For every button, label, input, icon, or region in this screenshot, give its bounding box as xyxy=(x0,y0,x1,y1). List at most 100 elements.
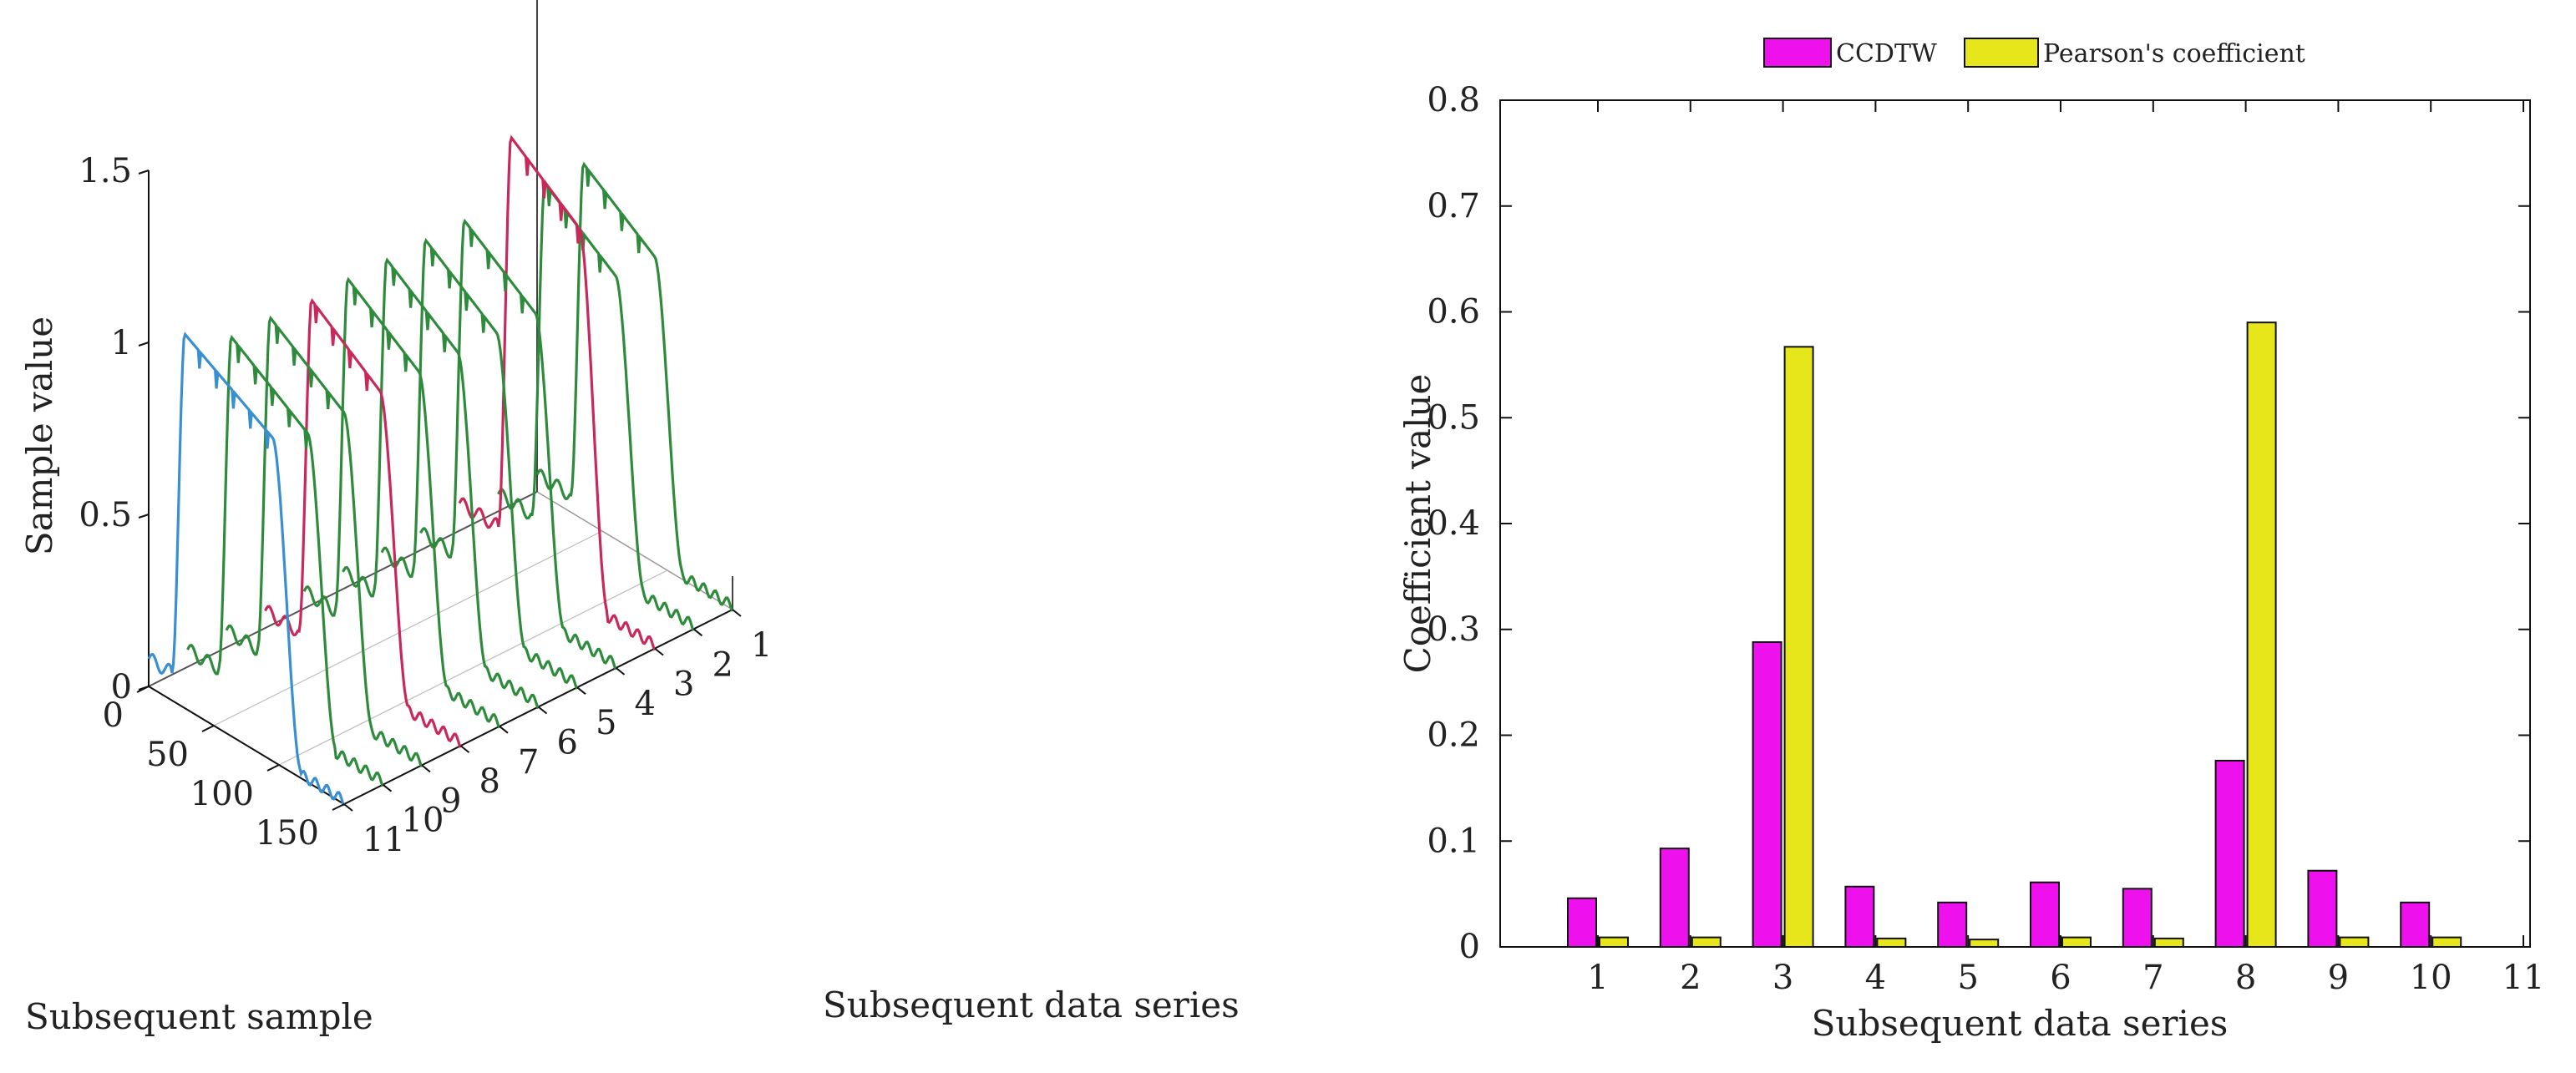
bar-ccdtw-1 xyxy=(1567,897,1597,948)
series-tick-label: 6 xyxy=(557,724,578,762)
y-tick-label: 0.8 xyxy=(1427,81,1480,119)
x-tick-label: 5 xyxy=(1957,959,1978,997)
z-axis-label: Sample value xyxy=(19,316,60,555)
series-lines xyxy=(147,134,734,807)
series-line-7 xyxy=(302,276,501,729)
series-tick-mark xyxy=(732,609,742,617)
sample-tick-mark xyxy=(136,686,150,693)
y-tick-label: 0.2 xyxy=(1427,716,1480,755)
bar-pearson-6 xyxy=(2061,936,2092,949)
series-line-1 xyxy=(535,161,734,612)
floor-grid-line xyxy=(213,530,603,726)
series-tick-mark xyxy=(537,706,548,715)
bar-ccdtw-5 xyxy=(1937,901,1968,949)
bar-ccdtw-3 xyxy=(1752,640,1782,949)
bar-ccdtw-10 xyxy=(2400,901,2431,949)
series-axis-label: Subsequent data series xyxy=(823,984,1240,1025)
bar-pearson-2 xyxy=(1691,936,1722,949)
legend-label-pearson: Pearson's coefficient xyxy=(2043,39,2305,68)
series-tick-label: 5 xyxy=(596,704,616,742)
series-tick-mark xyxy=(615,667,626,676)
bar-ccdtw-2 xyxy=(1659,848,1690,948)
x-ticks: 1 2 3 4 5 6 7 8 9 10 11 xyxy=(1587,100,2544,997)
z-tick-label: 1.5 xyxy=(79,152,132,190)
series-tick-label: 7 xyxy=(518,743,539,782)
series-tick-mark xyxy=(576,686,586,695)
x-axis-label: Subsequent sample xyxy=(25,996,373,1037)
series-tick-label: 1 xyxy=(751,626,772,665)
series-tick-mark xyxy=(343,803,353,812)
series-line-5 xyxy=(380,238,579,690)
x-tick-label: 4 xyxy=(1865,959,1886,997)
z-tick-label: 0 xyxy=(111,668,132,706)
bar-pearson-8 xyxy=(2246,321,2277,948)
series-tick-label: 2 xyxy=(712,645,733,684)
series-tick-label: 8 xyxy=(479,762,500,801)
sample-tick-label: 150 xyxy=(256,814,319,853)
series-line-9 xyxy=(225,315,423,767)
z-tick-label: 1 xyxy=(111,324,132,362)
x-tick-label: 11 xyxy=(2502,959,2545,997)
series-line-2 xyxy=(497,180,695,631)
series-tick-label: 11 xyxy=(363,821,405,859)
legend: CCDTW Pearson's coefficient xyxy=(1763,38,2305,68)
series-tick-mark xyxy=(654,647,664,656)
z-tick-mark xyxy=(138,342,150,347)
series-line-6 xyxy=(342,257,540,710)
series-tick-label: 9 xyxy=(440,782,461,820)
legend-swatch-ccdtw xyxy=(1763,38,1832,68)
series-tick-mark xyxy=(459,745,470,753)
bars xyxy=(1567,321,2462,949)
plot-frame xyxy=(1499,99,2531,948)
series-tick-mark xyxy=(499,726,509,734)
y-axis-label: Coefficient value xyxy=(1397,374,1438,674)
y-tick-label: 0.5 xyxy=(1427,398,1480,437)
series-line-3 xyxy=(458,134,657,651)
legend-swatch-pearson xyxy=(1964,38,2039,68)
bar-ccdtw-6 xyxy=(2030,881,2060,948)
z-tick-mark xyxy=(138,514,150,519)
bar-pearson-5 xyxy=(1969,939,2000,948)
x-tick-label: 7 xyxy=(2142,959,2163,997)
x-tick-label: 6 xyxy=(2050,959,2071,997)
bar-ccdtw-7 xyxy=(2122,888,2153,948)
series-line-8 xyxy=(264,298,462,748)
bar-pearson-4 xyxy=(1876,937,1907,948)
bar-ccdtw-8 xyxy=(2214,759,2245,948)
sample-tick-label: 50 xyxy=(146,736,189,774)
series-tick-mark xyxy=(421,764,431,773)
series-line-4 xyxy=(419,218,617,671)
bar-pearson-3 xyxy=(1783,346,1814,948)
sample-tick-label: 0 xyxy=(103,696,124,735)
bar-ccdtw-9 xyxy=(2307,869,2338,948)
series-tick-label: 4 xyxy=(635,685,656,723)
x-tick-label: 10 xyxy=(2410,959,2452,997)
series-tick-label: 10 xyxy=(402,802,444,840)
x-tick-label: 2 xyxy=(1680,959,1701,997)
bar-pearson-9 xyxy=(2339,936,2370,949)
series-line-11 xyxy=(147,332,346,807)
y-tick-label: 0.6 xyxy=(1427,293,1480,332)
sample-tick-mark xyxy=(201,725,215,732)
x-tick-label: 3 xyxy=(1772,959,1793,997)
series-tick-mark xyxy=(382,783,393,792)
bar-pearson-1 xyxy=(1599,936,1629,949)
z-tick-mark xyxy=(138,170,150,175)
y-ticks: 0 0.1 0.2 0.3 0.4 0.5 0.6 0.7 0.8 xyxy=(1427,81,2530,966)
series-tick-label: 3 xyxy=(673,666,694,704)
y-tick-label: 0.1 xyxy=(1427,822,1480,860)
bar-pearson-7 xyxy=(2153,937,2184,948)
y-tick-label: 0.3 xyxy=(1427,610,1480,649)
floor-grid-line xyxy=(278,569,668,766)
x-axis-label: Subsequent data series xyxy=(1812,1003,2229,1044)
bar-chart: 00.10.20.30.40.50.60.70.8 1 2 3 4 5 6 7 8 9 10 11 … xyxy=(1397,38,2544,1044)
sample-tick-label: 100 xyxy=(190,775,254,813)
z-tick-label: 0.5 xyxy=(79,496,132,534)
y-tick-label: 0.7 xyxy=(1427,187,1480,225)
legend-label-ccdtw: CCDTW xyxy=(1836,39,1937,68)
floor-edge-back xyxy=(148,491,538,687)
x-tick-label: 8 xyxy=(2235,959,2256,997)
